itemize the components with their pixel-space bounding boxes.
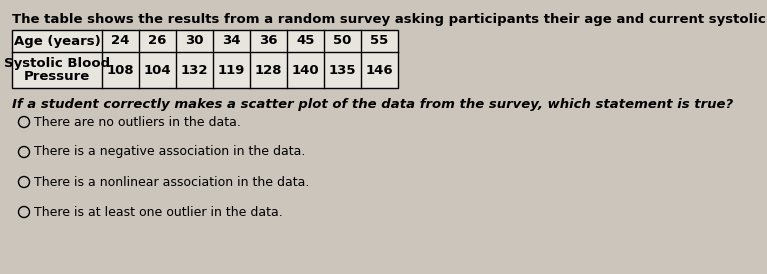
Text: 108: 108 (107, 64, 134, 76)
Bar (12, 52, 102, 88)
Text: 34: 34 (222, 35, 241, 47)
Text: If a student correctly makes a scatter plot of the data from the survey, which s: If a student correctly makes a scatter p… (12, 98, 733, 111)
Text: 55: 55 (370, 35, 389, 47)
Bar (12, 30, 102, 52)
Bar (250, 52, 287, 88)
Bar (139, 52, 176, 88)
Text: 36: 36 (259, 35, 278, 47)
Text: 140: 140 (291, 64, 319, 76)
Bar (12, 30, 398, 88)
Text: There are no outliers in the data.: There are no outliers in the data. (35, 116, 242, 129)
Bar (361, 30, 398, 52)
Bar (213, 52, 250, 88)
Bar (250, 30, 287, 52)
Bar (139, 30, 176, 52)
Text: The table shows the results from a random survey asking participants their age a: The table shows the results from a rando… (12, 13, 767, 26)
Bar (102, 52, 139, 88)
Text: 30: 30 (186, 35, 204, 47)
Bar (176, 52, 213, 88)
Text: 24: 24 (111, 35, 130, 47)
Bar (176, 30, 213, 52)
Text: 146: 146 (366, 64, 393, 76)
Text: There is at least one outlier in the data.: There is at least one outlier in the dat… (35, 206, 283, 218)
Bar (102, 30, 139, 52)
Bar (213, 30, 250, 52)
Bar (324, 52, 361, 88)
Text: Pressure: Pressure (24, 70, 91, 83)
Text: Age (years): Age (years) (14, 35, 100, 47)
Bar (287, 52, 324, 88)
Text: 132: 132 (181, 64, 209, 76)
Text: 104: 104 (143, 64, 171, 76)
Text: 50: 50 (334, 35, 352, 47)
Text: 26: 26 (148, 35, 166, 47)
Bar (287, 30, 324, 52)
Text: 128: 128 (255, 64, 282, 76)
Text: 45: 45 (296, 35, 314, 47)
Text: 135: 135 (329, 64, 356, 76)
Text: There is a nonlinear association in the data.: There is a nonlinear association in the … (35, 176, 310, 189)
Bar (324, 30, 361, 52)
Text: Systolic Blood: Systolic Blood (4, 57, 110, 70)
Text: 119: 119 (218, 64, 245, 76)
Bar (361, 52, 398, 88)
Text: There is a negative association in the data.: There is a negative association in the d… (35, 145, 306, 158)
